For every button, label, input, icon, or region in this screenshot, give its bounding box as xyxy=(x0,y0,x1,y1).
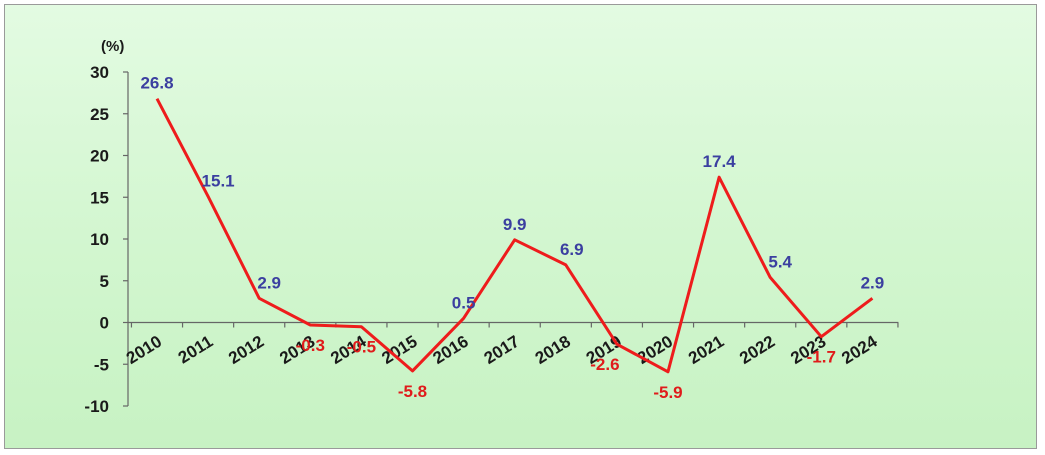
y-tick-label: 20 xyxy=(90,147,109,166)
x-tick-label: 2010 xyxy=(123,332,165,368)
data-label: 2.9 xyxy=(861,273,885,292)
y-tick-label: 15 xyxy=(90,188,109,207)
data-label: -5.9 xyxy=(653,383,682,402)
series xyxy=(155,98,874,374)
data-label: -5.8 xyxy=(398,382,427,401)
x-tick-label: 2018 xyxy=(532,332,574,368)
y-tick-label: -5 xyxy=(94,355,109,374)
series-line xyxy=(155,98,874,374)
data-label: -0.3 xyxy=(296,336,325,355)
y-tick-label: 0 xyxy=(100,314,109,333)
y-ticks: 30 25 20 15 10 5 0 -5 -10 xyxy=(84,63,128,416)
data-label: 5.4 xyxy=(768,252,792,271)
data-label: 26.8 xyxy=(140,74,173,93)
data-label: 2.9 xyxy=(257,273,281,292)
x-tick-label: 2017 xyxy=(481,332,523,368)
chart-frame: (%) 30 25 20 15 10 5 0 -5 -10 2010 2011 2012 2013 20… xyxy=(4,4,1037,449)
x-tick-label: 2015 xyxy=(378,332,420,368)
x-tick-label: 2011 xyxy=(175,332,216,368)
x-ticks: 2010 2011 2012 2013 2014 2015 2016 2017 2018 2019… xyxy=(123,322,899,368)
data-label: -1.7 xyxy=(807,348,836,367)
data-label: -0.5 xyxy=(347,338,376,357)
x-tick-label: 2022 xyxy=(736,332,778,368)
data-label: 15.1 xyxy=(202,171,235,190)
data-label: 9.9 xyxy=(503,215,527,234)
x-tick-label: 2016 xyxy=(430,332,472,368)
y-tick-label: 10 xyxy=(90,230,109,249)
data-label: 0.5 xyxy=(452,293,476,312)
y-tick-label: 25 xyxy=(90,105,109,124)
y-tick-label: -10 xyxy=(84,397,109,416)
data-label: 17.4 xyxy=(703,152,737,171)
value-labels: 26.8 15.1 2.9 -0.3 -0.5 -5.8 0.5 9.9 6.9 -2.6 -5.9… xyxy=(140,74,884,402)
y-tick-label: 30 xyxy=(90,63,109,82)
data-label: 6.9 xyxy=(560,240,584,259)
x-tick-label: 2012 xyxy=(225,332,267,368)
data-label: -2.6 xyxy=(590,355,619,374)
x-tick-label: 2024 xyxy=(838,331,881,367)
y-unit-label: (%) xyxy=(101,38,124,55)
x-tick-label: 2021 xyxy=(685,332,727,368)
y-tick-label: 5 xyxy=(100,272,109,291)
